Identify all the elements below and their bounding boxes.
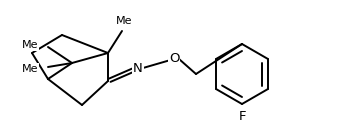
Text: Me: Me	[116, 16, 132, 26]
Text: N: N	[133, 61, 143, 75]
Text: F: F	[238, 110, 246, 123]
Text: O: O	[169, 53, 179, 66]
Text: Me: Me	[21, 40, 38, 50]
Text: Me: Me	[21, 64, 38, 74]
